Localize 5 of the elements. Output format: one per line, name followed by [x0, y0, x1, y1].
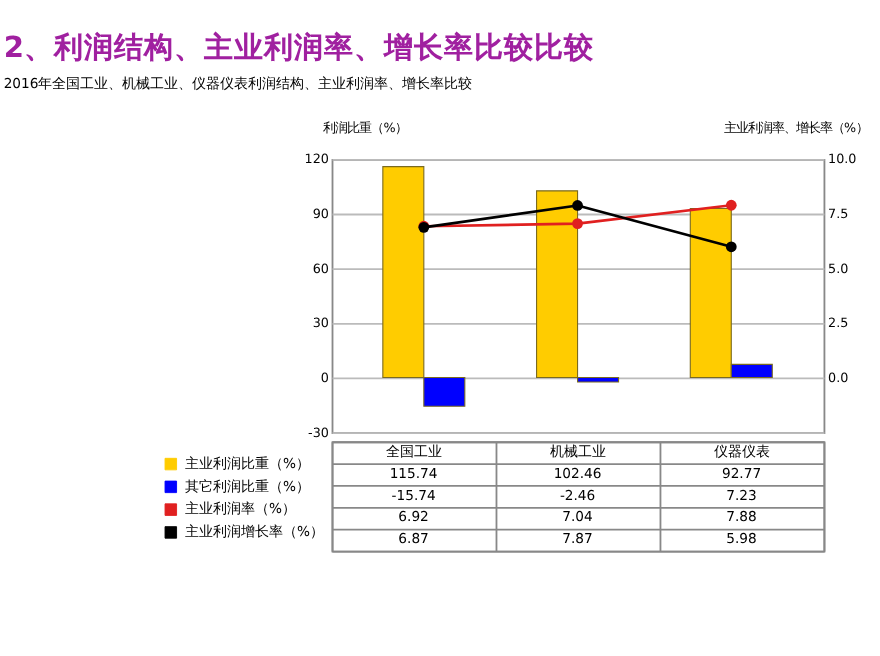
point: [725, 241, 737, 253]
point: [572, 200, 583, 211]
point: [572, 218, 583, 229]
chart-title: 2、利润结构、主业利润率、增长率比较比较: [3, 28, 596, 65]
point: [725, 199, 737, 211]
